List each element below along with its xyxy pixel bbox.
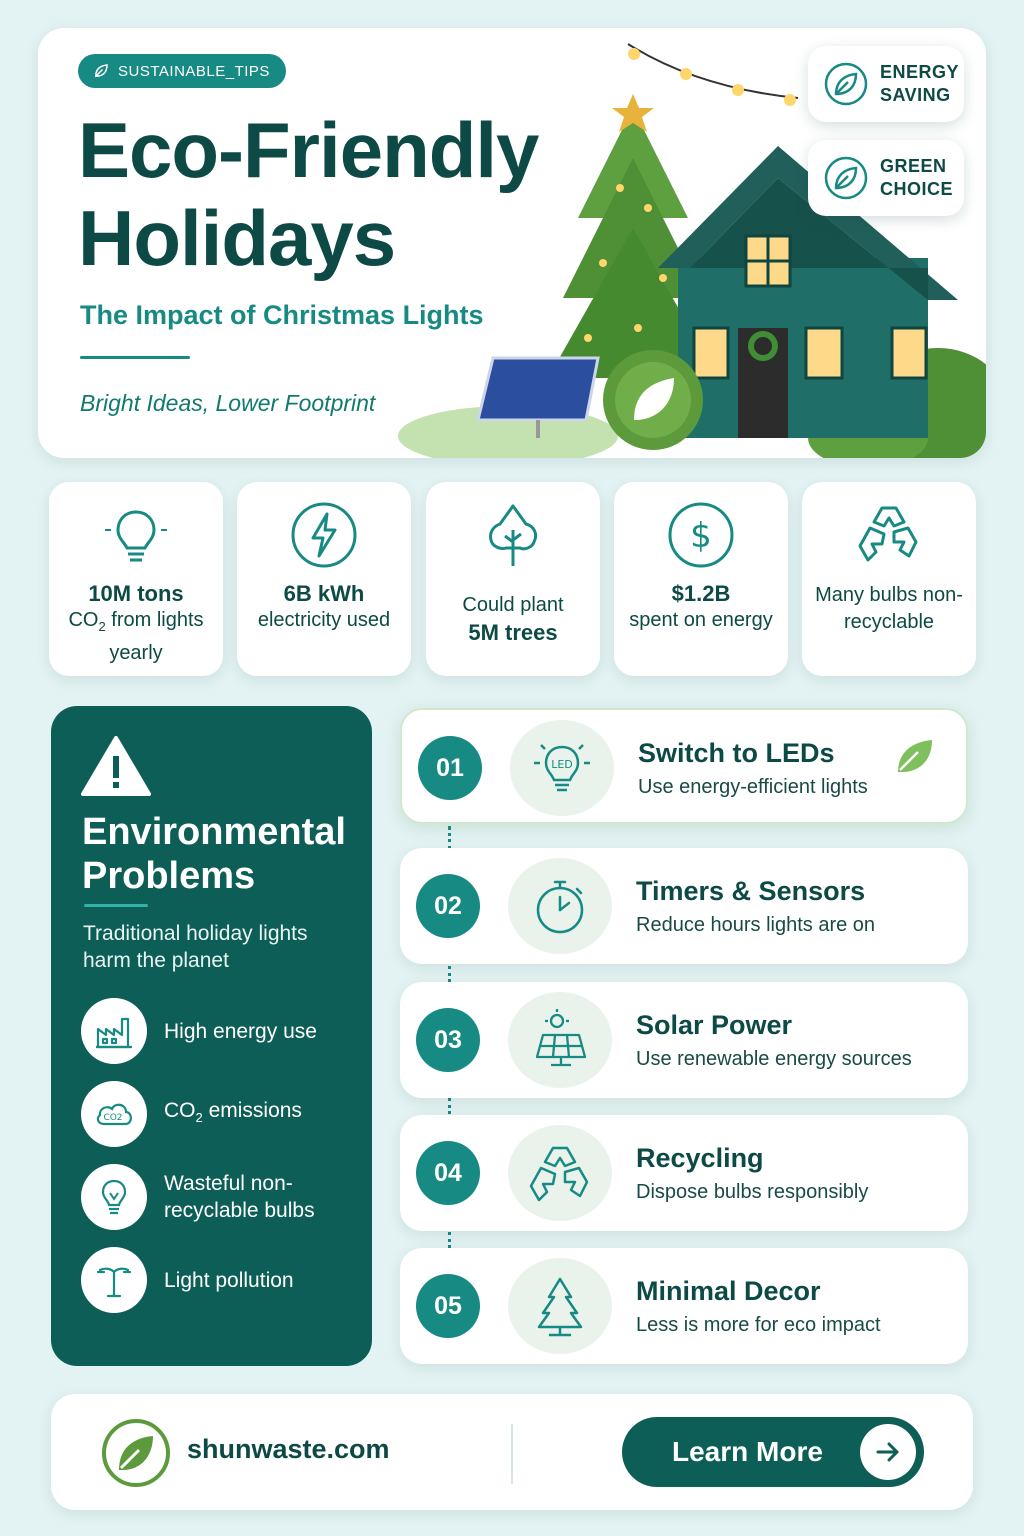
solution-title: Switch to LEDs [638, 738, 835, 768]
stat-card-electricity: 6B kWh electricity used [237, 482, 411, 676]
tree-icon [489, 504, 538, 566]
solution-description: Use energy-efficient lights [638, 776, 868, 798]
stat-card-co2: 10M tons CO2 from lights yearly [49, 482, 223, 676]
stopwatch-icon [536, 880, 584, 934]
tagline: Bright Ideas, Lower Footprint [80, 390, 376, 416]
footer-divider [511, 1424, 513, 1484]
recycle-icon [858, 506, 918, 562]
leaf-icon [898, 740, 932, 772]
badge-label: GREEN CHOICE [880, 156, 954, 199]
svg-text:CO2: CO2 [103, 1113, 122, 1123]
solution-title: Solar Power [636, 1010, 793, 1040]
lightning-icon [291, 502, 357, 568]
green-choice-badge: GREEN CHOICE [808, 140, 964, 216]
site-link[interactable]: shunwaste.com [187, 1434, 390, 1464]
svg-text:$: $ [690, 516, 712, 556]
street-light-icon [96, 1267, 132, 1298]
stat-label: spent on energy [629, 609, 773, 631]
leaf-icon [824, 62, 868, 106]
solution-card-solar[interactable]: 03 Solar Power Use renewable energy sour… [400, 982, 968, 1098]
stat-value: 10M tons [88, 581, 184, 606]
problem-item: CO2 CO2 emissions [81, 1081, 361, 1147]
problem-item: Wasteful non-recyclable bulbs [81, 1164, 361, 1230]
problems-title: Environmental Problems [82, 811, 346, 897]
step-number: 01 [418, 736, 482, 800]
learn-more-label: Learn More [672, 1436, 823, 1467]
arrow-right-icon [876, 1442, 899, 1462]
stat-label: Many bulbs non-recyclable [815, 584, 963, 633]
footer-bar: shunwaste.com Learn More [51, 1394, 973, 1510]
holiday-house-illustration [398, 43, 986, 458]
co2-cloud-icon: CO2 [96, 1103, 132, 1126]
solution-description: Reduce hours lights are on [636, 914, 876, 936]
problem-label: Wasteful non-recyclable bulbs [164, 1172, 315, 1222]
step-number: 03 [416, 1008, 480, 1072]
stat-label: CO2 from lights yearly [68, 609, 204, 664]
dollar-icon: $ [668, 502, 734, 568]
stat-value: $1.2B [671, 581, 731, 606]
category-tag-label: SUSTAINABLE_TIPS [118, 62, 270, 80]
problem-item: Light pollution [81, 1247, 361, 1313]
solution-card-recycling[interactable]: 04 Recycling Dispose bulbs responsibly [400, 1115, 968, 1231]
title-divider [80, 356, 190, 359]
page-subtitle: The Impact of Christmas Lights [80, 300, 484, 330]
solution-card-timers[interactable]: 02 Timers & Sensors Reduce hours lights … [400, 848, 968, 964]
solution-title: Timers & Sensors [636, 876, 866, 906]
timeline-connector [448, 826, 452, 850]
stat-label: Could plant [462, 594, 564, 616]
bulb-icon [101, 1179, 127, 1215]
stat-card-recycle: Many bulbs non-recyclable [802, 482, 976, 676]
timeline-connector [448, 1098, 452, 1114]
solution-card-leds[interactable]: 01 LED Switch to LEDs Use energy-efficie… [400, 708, 968, 824]
leaf-icon [94, 64, 108, 77]
solar-panel-icon [535, 1009, 587, 1067]
environmental-problems-panel: Environmental Problems Traditional holid… [51, 706, 372, 1366]
problem-label: High energy use [164, 1019, 317, 1043]
led-bulb-icon: LED [534, 744, 590, 792]
solution-title: Recycling [636, 1143, 764, 1173]
warning-icon [81, 736, 151, 796]
stat-label: electricity used [257, 609, 391, 631]
leaf-icon [824, 156, 868, 200]
category-tag[interactable]: SUSTAINABLE_TIPS [78, 54, 286, 88]
problem-label: CO2 emissions [164, 1098, 302, 1126]
tree-icon [537, 1277, 583, 1337]
timeline-connector [448, 1232, 452, 1248]
problem-item: High energy use [81, 998, 361, 1064]
solution-description: Less is more for eco impact [636, 1314, 881, 1336]
timeline-connector [448, 966, 452, 982]
stat-value: 5M trees [468, 620, 558, 645]
step-number: 02 [416, 874, 480, 938]
step-number: 04 [416, 1141, 480, 1205]
problem-label: Light pollution [164, 1268, 294, 1292]
problems-description: Traditional holiday lights harm the plan… [83, 922, 308, 972]
stat-value: 6B kWh [283, 581, 365, 606]
lightbulb-icon [105, 510, 167, 562]
stat-card-spending: $ $1.2B spent on energy [614, 482, 788, 676]
leaf-logo-icon [102, 1419, 170, 1487]
solution-card-minimal-decor[interactable]: 05 Minimal Decor Less is more for eco im… [400, 1248, 968, 1364]
learn-more-button[interactable]: Learn More [622, 1417, 924, 1487]
page-title: Eco-Friendly Holidays [78, 106, 539, 282]
factory-icon [96, 1017, 132, 1049]
stat-card-trees: Could plant 5M trees [426, 482, 600, 676]
step-number: 05 [416, 1274, 480, 1338]
solution-description: Use renewable energy sources [636, 1048, 912, 1070]
svg-text:LED: LED [551, 758, 573, 771]
problems-divider [84, 904, 148, 907]
energy-saving-badge: ENERGY SAVING [808, 46, 964, 122]
recycle-icon [529, 1146, 589, 1202]
solution-description: Dispose bulbs responsibly [636, 1181, 869, 1203]
badge-label: ENERGY SAVING [880, 62, 959, 105]
solution-title: Minimal Decor [636, 1276, 821, 1306]
hero-card: SUSTAINABLE_TIPS Eco-Friendly Holidays T… [38, 28, 986, 458]
